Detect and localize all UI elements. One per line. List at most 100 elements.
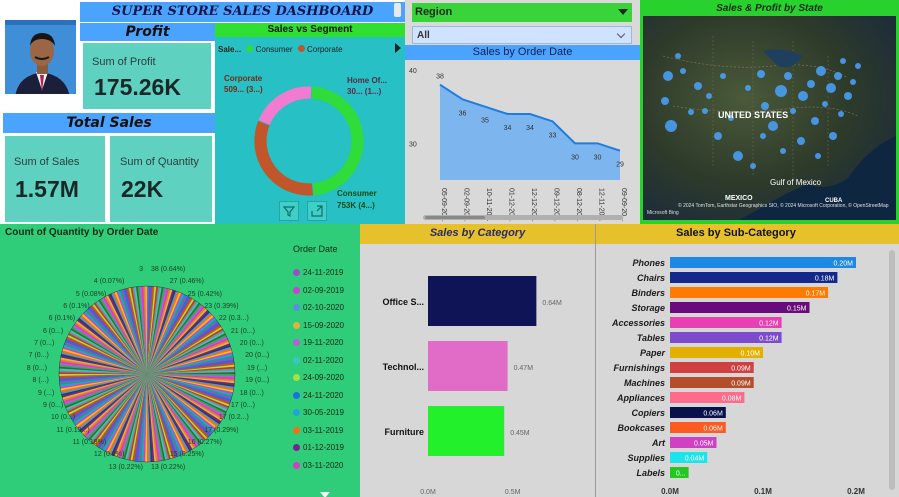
pie-slice[interactable]	[147, 374, 202, 445]
pie-slice[interactable]	[147, 374, 151, 462]
pie-slice[interactable]	[75, 320, 147, 374]
subcategory-bar[interactable]	[670, 377, 754, 388]
map-bubble[interactable]	[714, 132, 722, 140]
pie-slice[interactable]	[76, 374, 147, 429]
pie-slice[interactable]	[147, 374, 153, 462]
pie-slice[interactable]	[147, 374, 190, 453]
pie-slice[interactable]	[147, 374, 225, 419]
map-bubble[interactable]	[760, 133, 766, 139]
pie-slice[interactable]	[147, 361, 235, 374]
pie-slice[interactable]	[59, 374, 147, 386]
pie-slice[interactable]	[106, 374, 147, 453]
pie-slice[interactable]	[81, 313, 147, 374]
pie-slice[interactable]	[93, 374, 147, 446]
category-bar[interactable]	[428, 406, 505, 456]
subcategory-bar[interactable]	[670, 452, 708, 463]
focus-mode-icon[interactable]	[307, 201, 327, 221]
pie-slice[interactable]	[141, 286, 147, 374]
legend-item[interactable]: 15-09-2020	[293, 317, 359, 335]
pie-slice[interactable]	[109, 293, 147, 374]
map-bubble[interactable]	[815, 153, 821, 159]
subcategory-bar[interactable]	[670, 467, 689, 478]
pie-slice[interactable]	[147, 290, 177, 374]
pie-slice[interactable]	[71, 374, 147, 422]
pie-slice[interactable]	[130, 287, 147, 374]
pie-slice[interactable]	[147, 297, 193, 374]
map-bubble[interactable]	[838, 111, 844, 117]
pie-slice[interactable]	[147, 374, 173, 459]
pie-slice[interactable]	[82, 312, 147, 374]
pie-slice[interactable]	[66, 374, 147, 412]
pie-slice[interactable]	[147, 374, 182, 456]
pie-slice[interactable]	[147, 374, 214, 434]
pie-slice[interactable]	[147, 348, 232, 374]
pie-slice[interactable]	[147, 374, 219, 428]
pie-slice[interactable]	[77, 374, 147, 431]
pie-slice[interactable]	[101, 297, 147, 374]
region-dropdown[interactable]: All	[412, 26, 632, 44]
pie-slice[interactable]	[147, 374, 226, 415]
pie-slice[interactable]	[147, 374, 159, 462]
pie-slice[interactable]	[147, 364, 235, 374]
map-bubble[interactable]	[761, 102, 769, 110]
pie-slice[interactable]	[147, 374, 178, 458]
map-bubble[interactable]	[688, 109, 694, 115]
pie-slice[interactable]	[147, 339, 229, 374]
subcategory-scrollbar[interactable]	[889, 250, 895, 490]
pie-slice[interactable]	[147, 306, 205, 374]
pie-slice[interactable]	[99, 298, 147, 374]
map-bubble[interactable]	[790, 108, 796, 114]
legend-item[interactable]: 19-11-2020	[293, 334, 359, 352]
pie-slice[interactable]	[74, 322, 147, 374]
map-bubble[interactable]	[807, 80, 815, 88]
pie-slice[interactable]	[69, 331, 147, 374]
pie-slice[interactable]	[147, 357, 234, 374]
pie-slice[interactable]	[147, 334, 227, 374]
region-collapse-icon[interactable]	[618, 9, 628, 15]
pie-slice[interactable]	[85, 374, 147, 439]
pie-slice[interactable]	[147, 374, 187, 454]
pie-slice[interactable]	[65, 338, 147, 374]
pie-slice[interactable]	[112, 374, 147, 456]
pie-slice[interactable]	[119, 289, 147, 374]
pie-slice[interactable]	[64, 341, 147, 374]
pie-slice[interactable]	[80, 374, 147, 433]
pie-slice[interactable]	[107, 374, 147, 454]
pie-slice[interactable]	[147, 296, 192, 374]
pie-slice[interactable]	[114, 291, 147, 374]
pie-slice[interactable]	[147, 326, 223, 374]
pie-slice[interactable]	[147, 374, 209, 439]
pie-slice[interactable]	[70, 374, 147, 420]
pie-slice[interactable]	[147, 331, 226, 374]
pie-slice[interactable]	[125, 288, 147, 374]
pie-slice[interactable]	[79, 374, 147, 432]
pie-slice[interactable]	[147, 313, 213, 374]
pie-slice[interactable]	[84, 374, 147, 437]
pie-slice[interactable]	[135, 286, 147, 374]
pie-slice[interactable]	[79, 316, 147, 374]
pie-slice[interactable]	[126, 287, 147, 374]
pie-slice[interactable]	[147, 374, 218, 429]
pie-slice[interactable]	[147, 374, 213, 435]
map-bubble[interactable]	[811, 117, 819, 125]
pie-slice[interactable]	[147, 315, 214, 374]
subcategory-bar[interactable]	[670, 272, 838, 283]
pie-slice[interactable]	[147, 374, 223, 422]
subcategory-bar[interactable]	[670, 287, 829, 298]
pie-slice[interactable]	[72, 374, 147, 423]
pie-slice[interactable]	[147, 303, 202, 374]
pie-slice[interactable]	[147, 374, 212, 436]
pie-slice[interactable]	[147, 311, 210, 374]
pie-slice[interactable]	[64, 374, 147, 407]
pie-slice[interactable]	[147, 374, 169, 460]
pie-slice[interactable]	[147, 374, 198, 448]
pie-slice[interactable]	[59, 374, 147, 384]
pie-slice[interactable]	[102, 374, 147, 452]
legend-scroll-arrow[interactable]	[395, 43, 401, 53]
pie-slice[interactable]	[147, 312, 212, 374]
pie-slice[interactable]	[61, 374, 147, 398]
pie-slice[interactable]	[59, 374, 147, 382]
pie-slice[interactable]	[147, 289, 175, 374]
map-bubble[interactable]	[784, 72, 792, 80]
subcategory-bar[interactable]	[670, 317, 782, 328]
